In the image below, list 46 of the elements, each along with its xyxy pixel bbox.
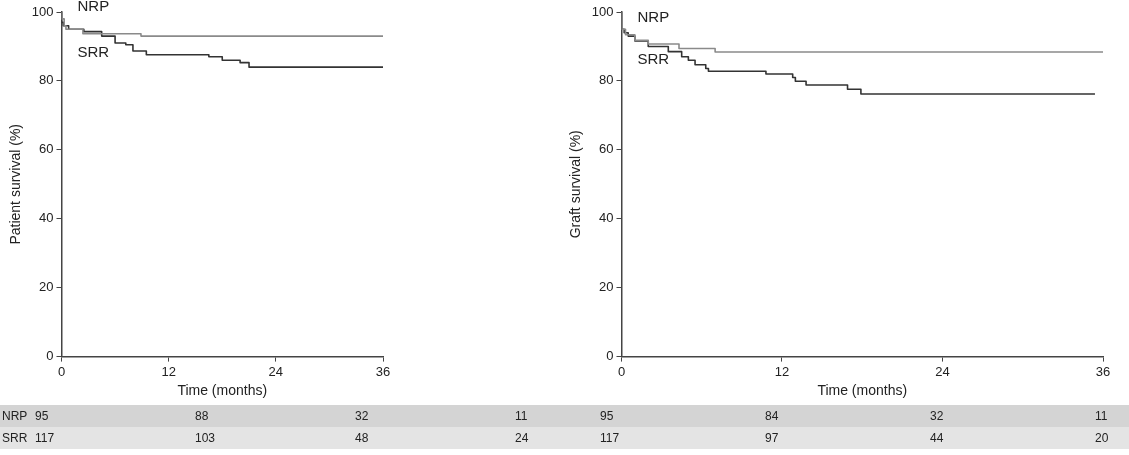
text: 48	[355, 431, 369, 445]
text: 32	[355, 409, 369, 423]
x-axis-title: Time (months)	[177, 382, 268, 399]
y-tick-label: 60	[39, 141, 54, 157]
x-tick-label: 0	[57, 363, 66, 379]
y-tick-label: 0	[46, 348, 54, 364]
y-tick-label: 20	[39, 279, 54, 295]
x-tick-label: 12	[161, 363, 176, 379]
text: 44	[930, 431, 944, 445]
text: 11	[1095, 409, 1108, 423]
text: 95	[35, 409, 49, 423]
x-axis-title: Time (months)	[817, 382, 908, 399]
text: 11	[515, 409, 528, 423]
text: 20	[1095, 431, 1109, 445]
y-tick-label: 80	[39, 72, 54, 88]
text: 88	[195, 409, 209, 423]
text: 103	[195, 431, 216, 445]
x-tick-label: 0	[617, 363, 626, 379]
series-label: NRP	[77, 0, 110, 15]
series-label: SRR	[637, 50, 670, 68]
series-label: NRP	[637, 8, 670, 26]
x-tick-label: 12	[774, 363, 790, 379]
text: NRP	[2, 409, 28, 423]
y-tick-label: 0	[606, 348, 614, 364]
x-tick-label: 36	[375, 363, 391, 379]
series-label: SRR	[77, 43, 110, 61]
y-axis-title: Patient survival (%)	[7, 124, 24, 245]
text: 117	[35, 431, 55, 445]
y-tick-label: 40	[599, 210, 614, 226]
text: 84	[765, 409, 779, 423]
y-tick-label: 60	[599, 141, 614, 157]
text: 117	[600, 431, 620, 445]
y-tick-label: 20	[599, 279, 614, 295]
x-tick-label: 36	[1095, 363, 1111, 379]
text: 24	[515, 431, 529, 445]
y-tick-label: 100	[591, 3, 614, 19]
x-tick-label: 24	[268, 363, 284, 379]
text: SRR	[2, 431, 28, 445]
y-tick-label: 100	[31, 3, 54, 19]
x-tick-label: 24	[935, 363, 950, 379]
text: 95	[600, 409, 614, 423]
text: 32	[930, 409, 944, 423]
text: 97	[765, 431, 779, 445]
y-tick-label: 40	[39, 210, 54, 226]
y-tick-label: 80	[599, 72, 614, 88]
y-axis-title: Graft survival (%)	[567, 130, 584, 239]
